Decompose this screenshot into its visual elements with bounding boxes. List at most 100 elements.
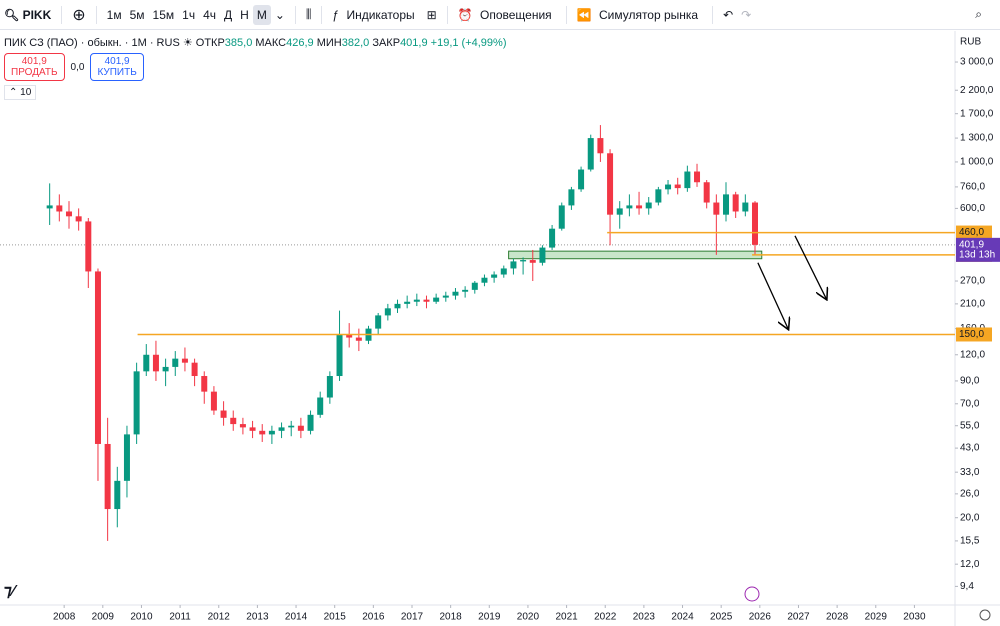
y-tick-label: 760,0	[960, 182, 985, 193]
candle-body	[452, 291, 459, 296]
events-icon	[744, 586, 760, 602]
spread: 0,0	[70, 61, 85, 73]
templates[interactable]: ⊞	[426, 7, 437, 22]
candle-body	[85, 221, 92, 272]
sell-price: 401,9	[21, 56, 47, 67]
candle-body	[220, 410, 227, 418]
candle-body	[201, 376, 208, 392]
candle-body	[288, 425, 295, 428]
symbol-search[interactable]: 🔍︎ PIKK	[4, 7, 52, 22]
level-label: 150,0	[959, 329, 984, 340]
interval[interactable]: 1м	[106, 7, 122, 22]
interval[interactable]: 5м	[129, 7, 145, 22]
candle-body	[230, 417, 237, 425]
ohlc-label: МАКС	[255, 37, 287, 49]
candle-body	[694, 171, 701, 183]
indicators-label: Индикаторы	[346, 7, 415, 22]
y-tick-label: 33,0	[960, 467, 980, 478]
buy-button[interactable]: 401,9 КУПИТЬ	[90, 53, 144, 81]
candle-body	[162, 366, 169, 372]
candle-body	[346, 334, 353, 338]
interval[interactable]: Д	[224, 7, 233, 22]
y-tick-label: 210,0	[960, 299, 985, 310]
chart-type[interactable]: ⫼	[305, 7, 312, 21]
settings-icon	[979, 609, 991, 621]
y-tick-label: 70,0	[960, 398, 980, 409]
candle-body	[645, 202, 652, 209]
candle-body	[404, 301, 411, 304]
sell-button[interactable]: 401,9 ПРОДАТЬ	[4, 53, 65, 81]
separator	[712, 5, 714, 24]
candle-body	[520, 260, 527, 262]
candle-body	[413, 299, 420, 302]
interval[interactable]: Н	[240, 7, 249, 22]
candle-body	[75, 216, 82, 222]
candle-body	[471, 282, 478, 290]
candle-body	[539, 247, 546, 263]
separator	[565, 5, 567, 24]
countdown: 13d 13h	[959, 249, 995, 260]
indicators-button[interactable]: ƒ Индикаторы	[328, 8, 422, 22]
interval[interactable]: М	[252, 4, 271, 25]
candle-body	[568, 189, 575, 206]
interval[interactable]: 4ч	[203, 7, 217, 22]
y-tick-label: 1 000,0	[960, 157, 994, 168]
x-tick-label: 2010	[130, 612, 153, 623]
candle-body	[655, 189, 662, 203]
intervals: 1м 5м 15м 1ч 4ч Д Н М	[103, 4, 271, 25]
alerts-button[interactable]: ⏰ Оповещения	[454, 8, 560, 22]
y-tick-label: 55,0	[960, 420, 980, 431]
legend: ПИК СЗ (ПАО) · обыкн. · 1М · RUS ☀ ОТКР3…	[4, 36, 507, 100]
separator	[446, 5, 448, 24]
x-tick-label: 2012	[208, 612, 231, 623]
candle-body	[278, 427, 285, 431]
x-tick-label: 2019	[478, 612, 501, 623]
ohlc-label: ЗАКР	[372, 37, 401, 49]
x-tick-label: 2016	[362, 612, 385, 623]
y-tick-label: 3 000,0	[960, 57, 994, 68]
candle-body	[46, 205, 53, 209]
y-tick-label: 43,0	[960, 443, 980, 454]
x-tick-label: 2025	[710, 612, 733, 623]
alerts-label: Оповещения	[480, 7, 552, 22]
search[interactable]: ⌕	[975, 7, 982, 21]
candle-body	[674, 184, 681, 189]
x-tick-label: 2014	[285, 612, 308, 623]
indicator-count: 10	[20, 87, 32, 98]
x-tick-label: 2028	[826, 612, 849, 623]
candle-body	[172, 358, 179, 367]
candle-body	[433, 297, 440, 302]
x-tick-label: 2024	[671, 612, 694, 623]
candle-body	[394, 303, 401, 309]
separator	[321, 5, 323, 24]
ohlc-label: ОТКР	[195, 37, 225, 49]
undo[interactable]: ↶	[723, 7, 734, 22]
buy-price: 401,9	[104, 56, 130, 67]
interval[interactable]: 15м	[152, 7, 175, 22]
ohlc-value: 385,0	[224, 37, 253, 49]
candle-body	[143, 354, 150, 372]
add-symbol[interactable]: ⊕	[72, 6, 86, 24]
sell-label: ПРОДАТЬ	[11, 67, 58, 78]
separator	[61, 5, 63, 24]
candle-body	[181, 358, 188, 363]
x-tick-label: 2022	[594, 612, 617, 623]
candle-body	[249, 427, 256, 431]
buy-label: КУПИТЬ	[97, 67, 137, 78]
interval-menu[interactable]: ⌄	[274, 7, 285, 22]
candle-body	[191, 362, 198, 377]
candle-body	[684, 171, 691, 189]
indicators-toggle[interactable]: ⌃ 10	[4, 85, 37, 100]
candle-body	[384, 308, 391, 316]
candle-body	[355, 337, 362, 341]
y-tick-label: 9,4	[960, 581, 974, 592]
candle-body	[152, 354, 159, 372]
candle-body	[751, 202, 758, 245]
candle-body	[587, 138, 594, 170]
redo[interactable]: ↷	[741, 7, 752, 22]
x-tick-label: 2030	[903, 612, 926, 623]
interval[interactable]: 1ч	[182, 7, 196, 22]
x-tick-label: 2026	[749, 612, 772, 623]
y-tick-label: 2 200,0	[960, 85, 994, 96]
replay-button[interactable]: ⏪ Симулятор рынка	[573, 8, 706, 22]
